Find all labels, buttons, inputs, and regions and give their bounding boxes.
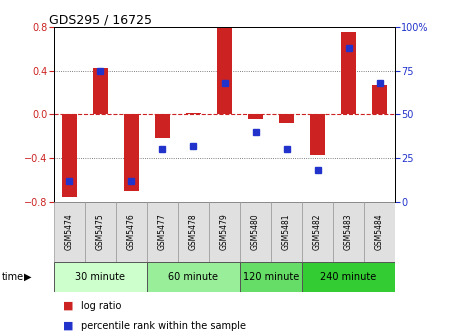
Bar [372, 85, 387, 114]
Text: ▶: ▶ [24, 272, 31, 282]
Text: GSM5484: GSM5484 [375, 213, 384, 250]
Text: GSM5480: GSM5480 [251, 213, 260, 250]
Text: GSM5479: GSM5479 [220, 213, 229, 250]
Bar [341, 32, 357, 114]
Bar [279, 114, 294, 123]
Text: 60 minute: 60 minute [168, 272, 219, 282]
Bar [178, 202, 209, 262]
Text: log ratio: log ratio [81, 301, 121, 311]
Bar [155, 114, 170, 138]
Text: GSM5475: GSM5475 [96, 213, 105, 250]
Bar [302, 202, 333, 262]
Text: 30 minute: 30 minute [75, 272, 125, 282]
Text: time: time [2, 272, 24, 282]
Text: GDS295 / 16725: GDS295 / 16725 [49, 13, 152, 27]
Bar [116, 202, 147, 262]
Bar [240, 262, 302, 292]
Bar [123, 114, 139, 191]
Bar [302, 262, 395, 292]
Text: percentile rank within the sample: percentile rank within the sample [81, 321, 246, 331]
Text: GSM5476: GSM5476 [127, 213, 136, 250]
Bar [85, 202, 116, 262]
Bar [271, 202, 302, 262]
Bar [147, 202, 178, 262]
Bar [209, 202, 240, 262]
Text: ■: ■ [63, 321, 73, 331]
Bar [54, 202, 85, 262]
Bar [92, 69, 108, 114]
Text: GSM5478: GSM5478 [189, 213, 198, 250]
Text: 120 minute: 120 minute [243, 272, 299, 282]
Bar [310, 114, 326, 155]
Text: 240 minute: 240 minute [321, 272, 377, 282]
Text: GSM5481: GSM5481 [282, 214, 291, 250]
Text: GSM5474: GSM5474 [65, 213, 74, 250]
Bar [186, 113, 201, 114]
Bar [248, 114, 263, 119]
Bar [240, 202, 271, 262]
Bar [333, 202, 364, 262]
Bar [62, 114, 77, 197]
Text: ■: ■ [63, 301, 73, 311]
Bar [54, 262, 147, 292]
Bar [217, 28, 232, 114]
Bar [147, 262, 240, 292]
Text: GSM5483: GSM5483 [344, 213, 353, 250]
Text: GSM5477: GSM5477 [158, 213, 167, 250]
Text: GSM5482: GSM5482 [313, 214, 322, 250]
Bar [364, 202, 395, 262]
